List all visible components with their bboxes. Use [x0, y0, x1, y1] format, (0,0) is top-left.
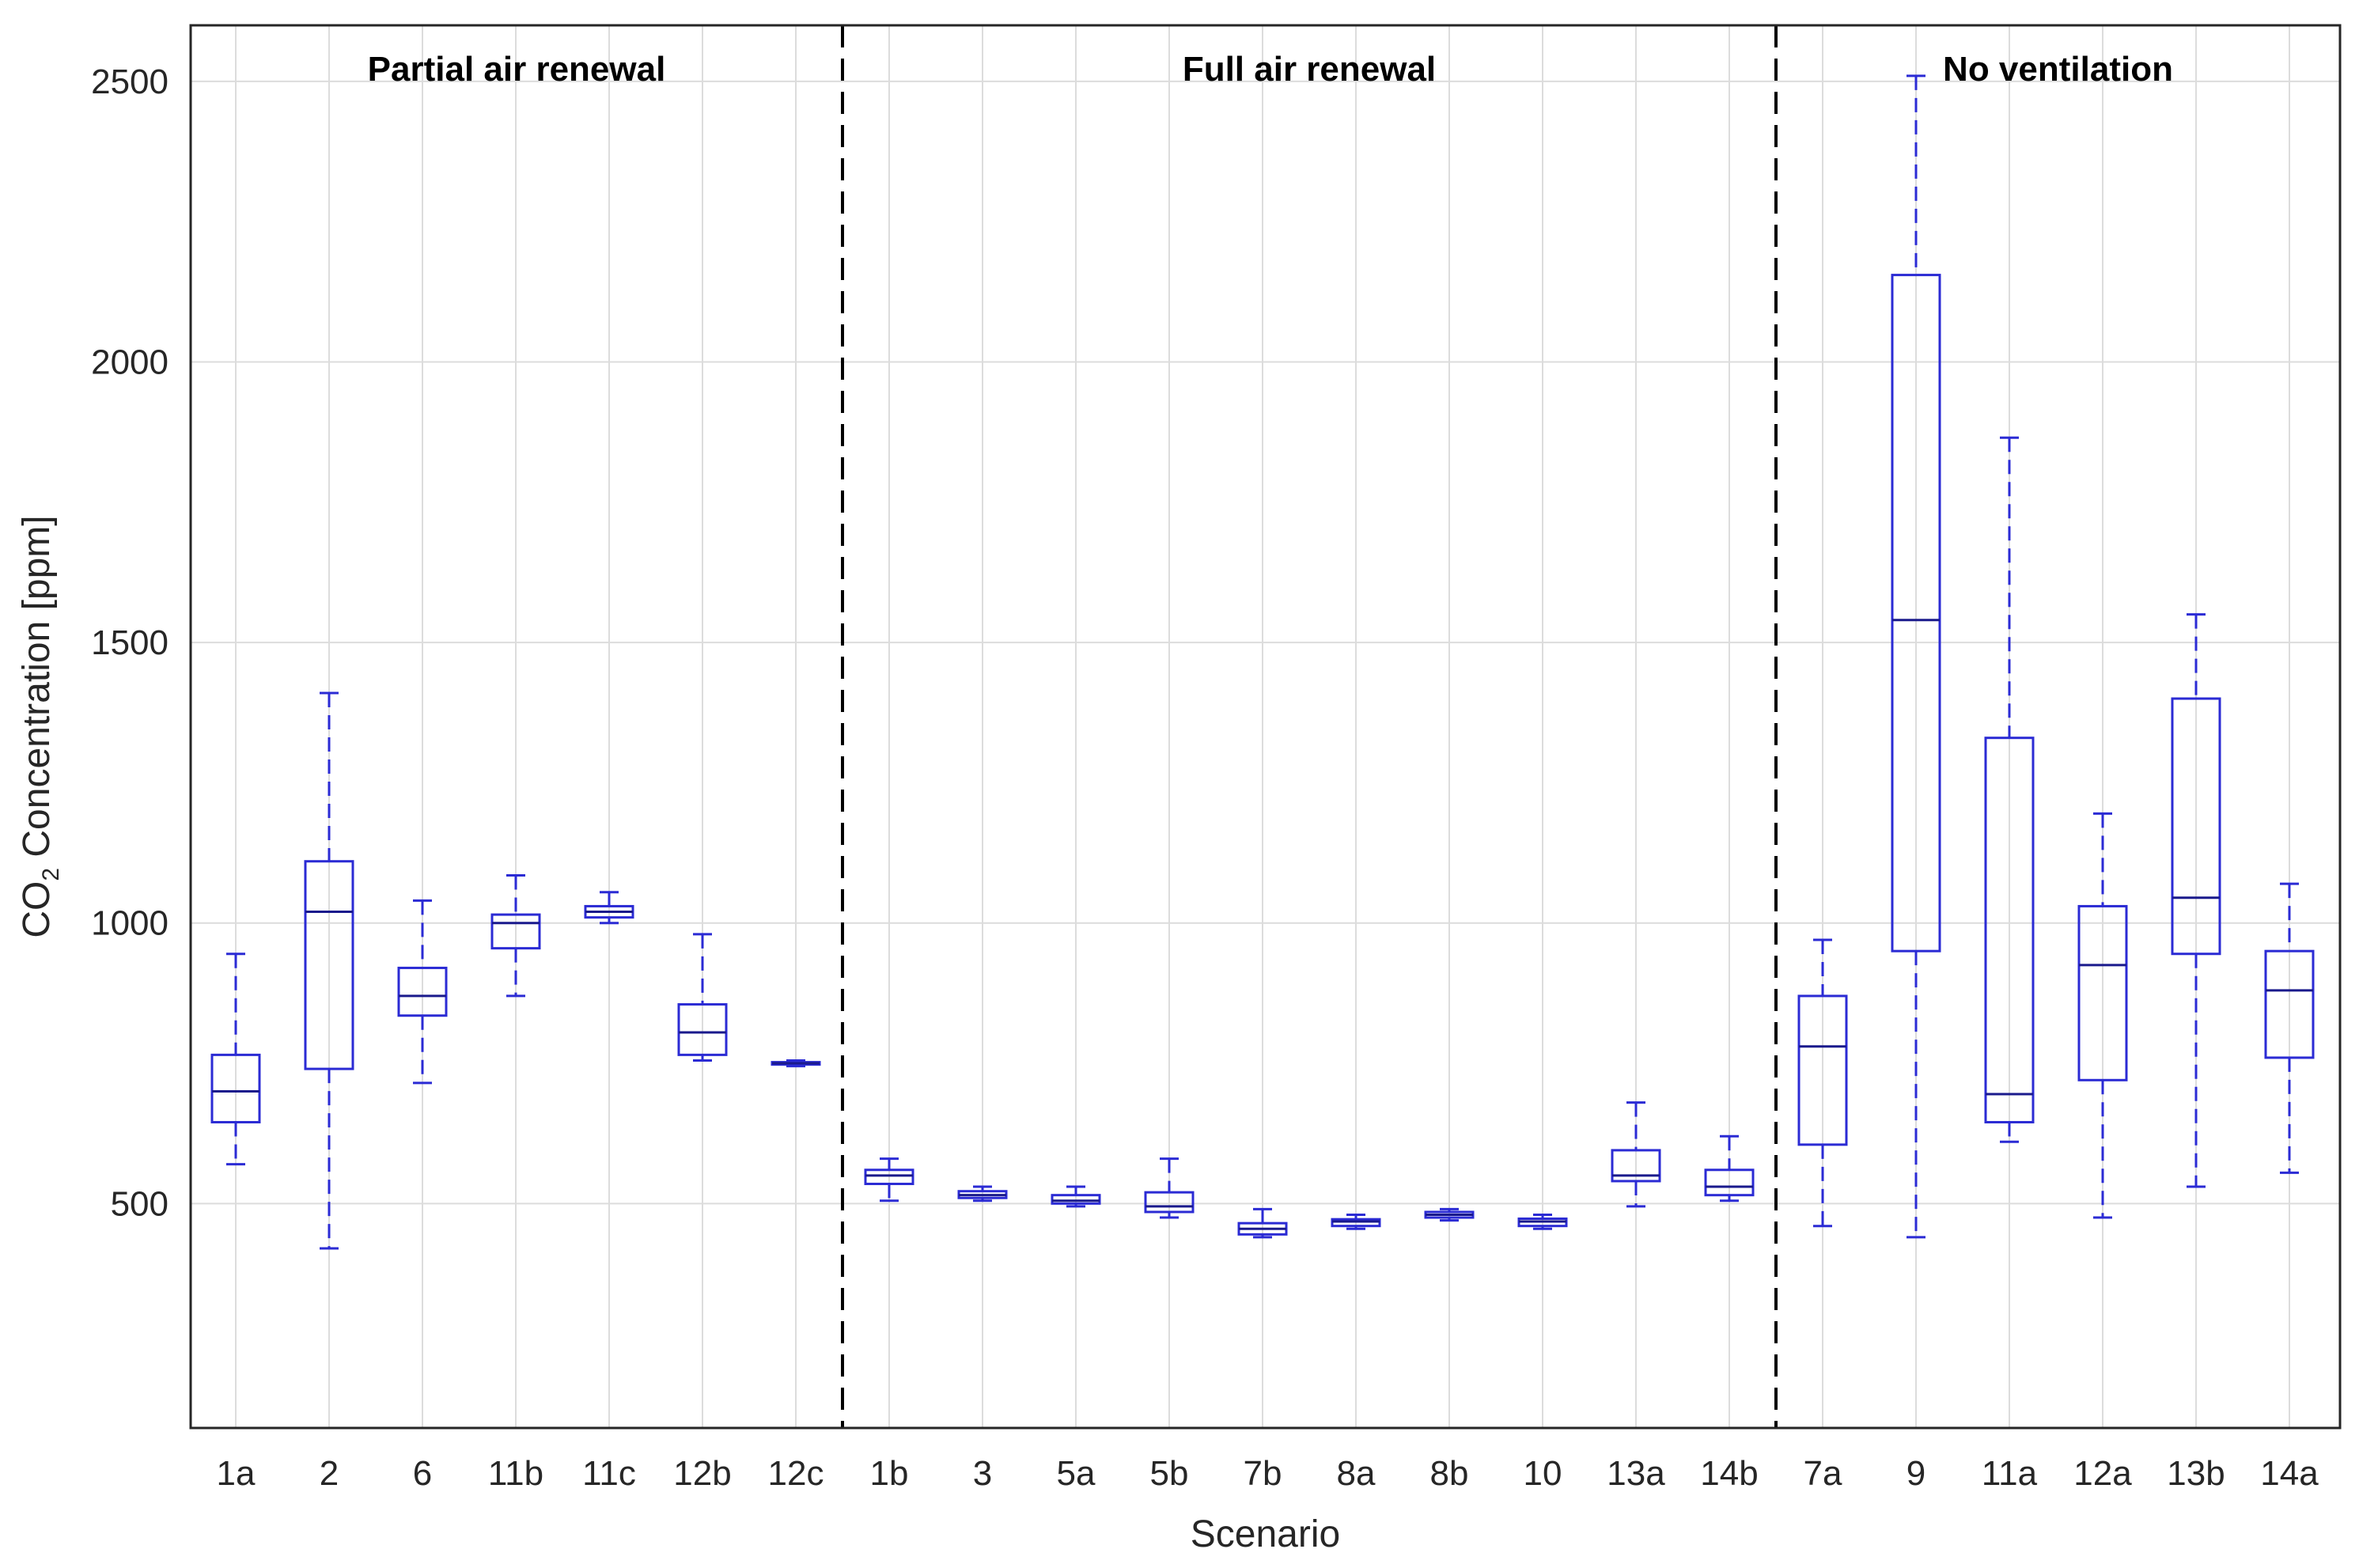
- box-7a: [1797, 938, 1848, 1228]
- x-tick-label: 2: [320, 1454, 339, 1493]
- iqr-box: [1051, 1194, 1101, 1205]
- iqr-box: [864, 1168, 914, 1185]
- iqr-box: [1144, 1191, 1195, 1214]
- x-tick-label: 3: [973, 1454, 992, 1493]
- box-10: [1517, 1214, 1568, 1230]
- x-tick-label: 7a: [1804, 1454, 1842, 1493]
- y-axis-title-suffix: Concentration [ppm]: [16, 515, 58, 868]
- y-tick-label: 1500: [91, 623, 168, 662]
- x-tick-label: 13b: [2167, 1454, 2225, 1493]
- x-tick-label: 13a: [1607, 1454, 1665, 1493]
- x-tick-label: 7b: [1244, 1454, 1282, 1493]
- iqr-box: [1797, 994, 1848, 1146]
- group-labels: Partial air renewal Full air renewal No ve…: [368, 50, 2173, 89]
- y-axis-title-main: CO: [16, 881, 58, 938]
- iqr-box: [1704, 1168, 1755, 1197]
- box-11a: [1984, 436, 2035, 1143]
- x-tick-label: 11b: [488, 1454, 543, 1493]
- iqr-box: [397, 966, 448, 1017]
- x-tick-label: 12c: [768, 1454, 824, 1493]
- group-label: Partial air renewal: [368, 50, 666, 89]
- y-tick-labels: 500 1000 1500 2000 2500: [91, 62, 168, 1223]
- box-layer: [210, 74, 2315, 1250]
- iqr-box: [304, 860, 354, 1070]
- y-tick-label: 500: [111, 1184, 168, 1223]
- box-7b: [1237, 1207, 1288, 1239]
- x-tick-label: 9: [1907, 1454, 1925, 1493]
- x-tick-label: 6: [413, 1454, 432, 1493]
- box-11c: [584, 891, 634, 925]
- iqr-box: [2264, 949, 2315, 1059]
- box-1a: [210, 953, 261, 1166]
- box-13a: [1611, 1101, 1661, 1208]
- box-12b: [677, 933, 728, 1062]
- box-8a: [1331, 1214, 1381, 1230]
- y-tick-label: 2000: [91, 343, 168, 382]
- y-axis-title: CO2 Concentration [ppm]: [16, 515, 64, 937]
- x-tick-label: 11a: [1982, 1454, 2038, 1493]
- box-2: [304, 691, 354, 1250]
- box-12a: [2077, 812, 2128, 1219]
- box-1b: [864, 1157, 914, 1203]
- x-tick-label: 8b: [1430, 1454, 1469, 1493]
- box-14b: [1704, 1134, 1755, 1203]
- box-14a: [2264, 882, 2315, 1174]
- box-5a: [1051, 1185, 1101, 1208]
- box-6: [397, 899, 448, 1085]
- x-tick-label: 10: [1524, 1454, 1562, 1493]
- x-tick-label: 11c: [582, 1454, 636, 1493]
- y-tick-label: 1000: [91, 904, 168, 943]
- x-tick-label: 8a: [1337, 1454, 1376, 1493]
- x-tick-label: 14a: [2260, 1454, 2319, 1493]
- iqr-box: [1611, 1149, 1661, 1183]
- x-tick-labels: 1a 2 6 11b 11c 12b 12c 1b 3 5a 5b 7b 8a 8b 10 13a 14b 7a 9…: [217, 1454, 2319, 1493]
- iqr-box: [490, 913, 541, 950]
- iqr-box: [1891, 274, 1941, 953]
- box-13b: [2171, 613, 2221, 1188]
- x-tick-label: 5b: [1150, 1454, 1189, 1493]
- x-tick-label: 1b: [870, 1454, 909, 1493]
- x-tick-label: 1a: [217, 1454, 256, 1493]
- y-tick-label: 2500: [91, 62, 168, 101]
- x-tick-label: 12a: [2073, 1454, 2132, 1493]
- x-tick-label: 14b: [1700, 1454, 1758, 1493]
- box-9: [1891, 74, 1941, 1239]
- box-8b: [1424, 1207, 1475, 1222]
- group-separators: [841, 25, 1778, 1428]
- group-label: No ventilation: [1943, 50, 2173, 89]
- x-axis-title: Scenario: [1191, 1513, 1340, 1555]
- box-3: [957, 1185, 1008, 1203]
- y-axis-title-subscript: 2: [38, 868, 64, 881]
- grid-layer: [191, 25, 2340, 1428]
- iqr-box: [1984, 737, 2035, 1123]
- iqr-box: [2077, 904, 2128, 1081]
- plot-frame: [189, 24, 2342, 1430]
- iqr-box: [2171, 697, 2221, 956]
- iqr-box: [210, 1053, 261, 1123]
- group-label: Full air renewal: [1183, 50, 1436, 89]
- x-tick-label: 12b: [673, 1454, 731, 1493]
- iqr-box: [677, 1003, 728, 1056]
- box-12c: [771, 1059, 821, 1068]
- x-tick-label: 5a: [1057, 1454, 1096, 1493]
- box-11b: [490, 873, 541, 998]
- box-5b: [1144, 1157, 1195, 1219]
